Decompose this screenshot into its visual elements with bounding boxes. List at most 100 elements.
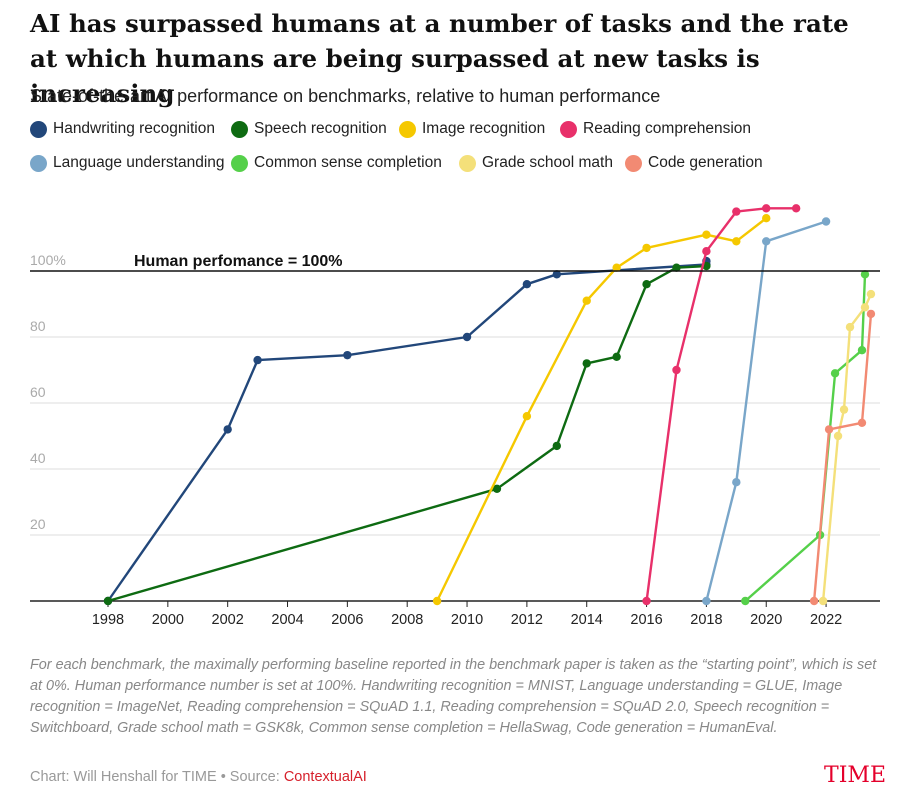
legend-item-reading-comprehension: Reading comprehension xyxy=(560,120,751,138)
data-point-speech-recognition-4 xyxy=(612,352,621,361)
methodology-note: For each benchmark, the maximally perfor… xyxy=(30,657,877,736)
x-tick-label-2016: 2016 xyxy=(630,612,662,628)
x-tick-label-2006: 2006 xyxy=(331,612,363,628)
data-point-handwriting-recognition-3 xyxy=(343,350,352,360)
x-tick-label-2018: 2018 xyxy=(690,612,722,628)
data-point-grade-school-math-5 xyxy=(866,289,876,299)
data-point-image-recognition-6 xyxy=(732,237,741,246)
data-point-common-sense-completion-2 xyxy=(830,369,840,378)
human-performance-reference: Human perfomance = 100% xyxy=(30,253,880,272)
x-tick-label-2008: 2008 xyxy=(391,612,423,628)
series-line-grade-school-math xyxy=(821,293,873,602)
data-point-grade-school-math-0 xyxy=(818,596,828,606)
series-speech-recognition xyxy=(103,261,711,606)
legend-item-common-sense-completion: Common sense completion xyxy=(231,154,442,172)
series-grade-school-math xyxy=(818,289,876,606)
data-point-image-recognition-3 xyxy=(612,263,621,272)
series-code-generation xyxy=(809,309,876,606)
time-logo: TIME xyxy=(824,763,886,788)
x-tick-label-2010: 2010 xyxy=(451,612,483,628)
legend-label: Code generation xyxy=(648,154,763,171)
x-tick-label-2000: 2000 xyxy=(152,612,184,628)
data-point-code-generation-2 xyxy=(857,418,867,427)
chart-credit: Chart: Will Henshall for TIME • Source: … xyxy=(30,769,367,785)
data-point-grade-school-math-1 xyxy=(833,431,843,441)
data-point-language-understanding-1 xyxy=(732,478,741,487)
data-point-handwriting-recognition-6 xyxy=(552,270,561,279)
chart-title: AI has surpassed humans at a number of t… xyxy=(30,9,849,108)
data-point-grade-school-math-2 xyxy=(839,405,849,414)
series-line-image-recognition xyxy=(436,217,767,602)
source-link[interactable]: ContextualAI xyxy=(283,769,367,785)
legend-item-image-recognition: Image recognition xyxy=(399,120,545,138)
chart-subtitle: State-of-the-art AI performance on bench… xyxy=(30,86,661,106)
y-axis-ticks: 20 40 60 80 100% xyxy=(30,252,66,532)
series-image-recognition xyxy=(432,214,771,606)
data-point-code-generation-3 xyxy=(866,309,876,319)
x-tick-label-2012: 2012 xyxy=(511,612,543,628)
data-point-handwriting-recognition-4 xyxy=(462,332,472,342)
legend-label: Handwriting recognition xyxy=(53,120,215,137)
series-line-reading-comprehension xyxy=(645,207,797,602)
y-tick-label-40: 40 xyxy=(30,450,46,466)
data-point-common-sense-completion-3 xyxy=(857,346,867,355)
legend-item-code-generation: Code generation xyxy=(625,154,763,172)
data-point-speech-recognition-3 xyxy=(582,359,591,368)
y-tick-label-80: 80 xyxy=(30,318,46,334)
legend-label: Grade school math xyxy=(482,154,613,171)
data-point-image-recognition-5 xyxy=(702,230,711,239)
data-point-common-sense-completion-0 xyxy=(741,596,750,606)
legend-label: Reading comprehension xyxy=(583,120,752,137)
data-point-image-recognition-1 xyxy=(522,412,532,421)
x-tick-label-2002: 2002 xyxy=(212,612,244,628)
legend-item-handwriting-recognition: Handwriting recognition xyxy=(30,120,215,138)
data-point-handwriting-recognition-2 xyxy=(253,355,262,365)
data-point-speech-recognition-5 xyxy=(642,280,651,289)
data-point-speech-recognition-2 xyxy=(552,441,561,451)
legend-swatch xyxy=(231,154,248,172)
legend-swatch xyxy=(30,120,47,138)
series-line-code-generation xyxy=(812,313,873,602)
data-point-speech-recognition-0 xyxy=(103,596,113,606)
series-reading-comprehension xyxy=(642,204,801,606)
series-language-understanding xyxy=(702,217,831,606)
data-point-reading-comprehension-3 xyxy=(732,207,741,216)
data-point-code-generation-0 xyxy=(809,596,819,606)
data-point-reading-comprehension-5 xyxy=(791,204,801,213)
x-tick-label-2004: 2004 xyxy=(271,612,303,628)
x-tick-label-2022: 2022 xyxy=(810,612,842,628)
x-axis-ticks: 1998 2000 2002 2004 2006 2008 2010 2012 2014 2016… xyxy=(92,601,842,628)
legend-swatch xyxy=(30,154,47,172)
legend-item-language-understanding: Language understanding xyxy=(30,154,225,172)
legend-label: Image recognition xyxy=(422,120,546,137)
gridlines xyxy=(30,336,880,602)
series-handwriting-recognition xyxy=(103,256,711,606)
legend-item-grade-school-math: Grade school math xyxy=(459,154,613,172)
series-line-speech-recognition xyxy=(107,264,707,603)
data-point-reading-comprehension-2 xyxy=(702,247,711,256)
legend-swatch xyxy=(625,154,642,172)
credit-text: Chart: Will Henshall for TIME • Source: xyxy=(30,769,284,785)
data-point-code-generation-1 xyxy=(824,425,834,434)
legend-swatch xyxy=(560,120,577,138)
data-point-language-understanding-2 xyxy=(762,237,771,246)
data-point-reading-comprehension-0 xyxy=(642,596,651,606)
legend-label: Common sense completion xyxy=(254,154,442,171)
data-point-language-understanding-0 xyxy=(702,596,711,606)
series-line-common-sense-completion xyxy=(744,274,867,602)
data-point-image-recognition-0 xyxy=(432,596,442,606)
reference-line-label: Human perfomance = 100% xyxy=(134,253,343,270)
data-point-handwriting-recognition-5 xyxy=(522,280,532,289)
data-point-speech-recognition-6 xyxy=(672,263,681,272)
data-point-language-understanding-3 xyxy=(821,217,831,226)
legend-swatch xyxy=(231,120,248,138)
data-point-image-recognition-4 xyxy=(642,243,651,253)
legend-swatch xyxy=(459,154,476,172)
line-chart: 20 40 60 80 100% 1998 2000 2002 2004 2006 2008 201… xyxy=(30,204,880,628)
series-lines xyxy=(103,204,876,606)
y-tick-label-20: 20 xyxy=(30,516,46,532)
data-point-handwriting-recognition-1 xyxy=(223,425,232,434)
y-tick-label-60: 60 xyxy=(30,384,46,400)
x-tick-label-2020: 2020 xyxy=(750,612,782,628)
